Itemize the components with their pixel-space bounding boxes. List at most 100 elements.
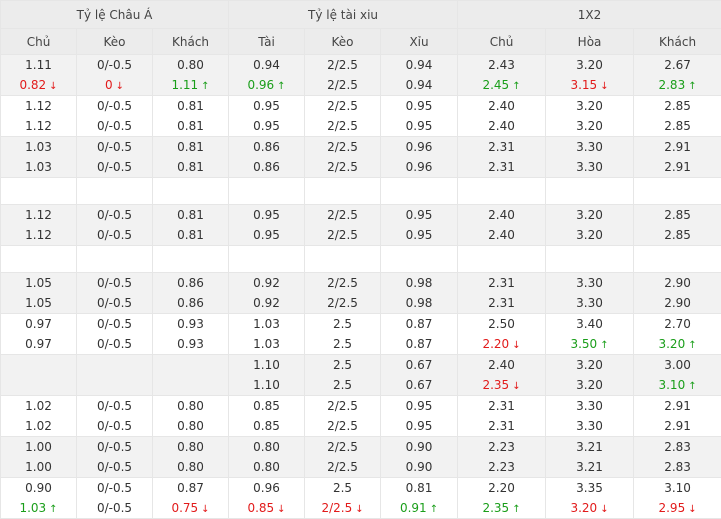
odds-cell[interactable] — [153, 355, 229, 396]
odds-cell[interactable] — [1, 355, 77, 396]
odds-cell[interactable] — [77, 355, 153, 396]
